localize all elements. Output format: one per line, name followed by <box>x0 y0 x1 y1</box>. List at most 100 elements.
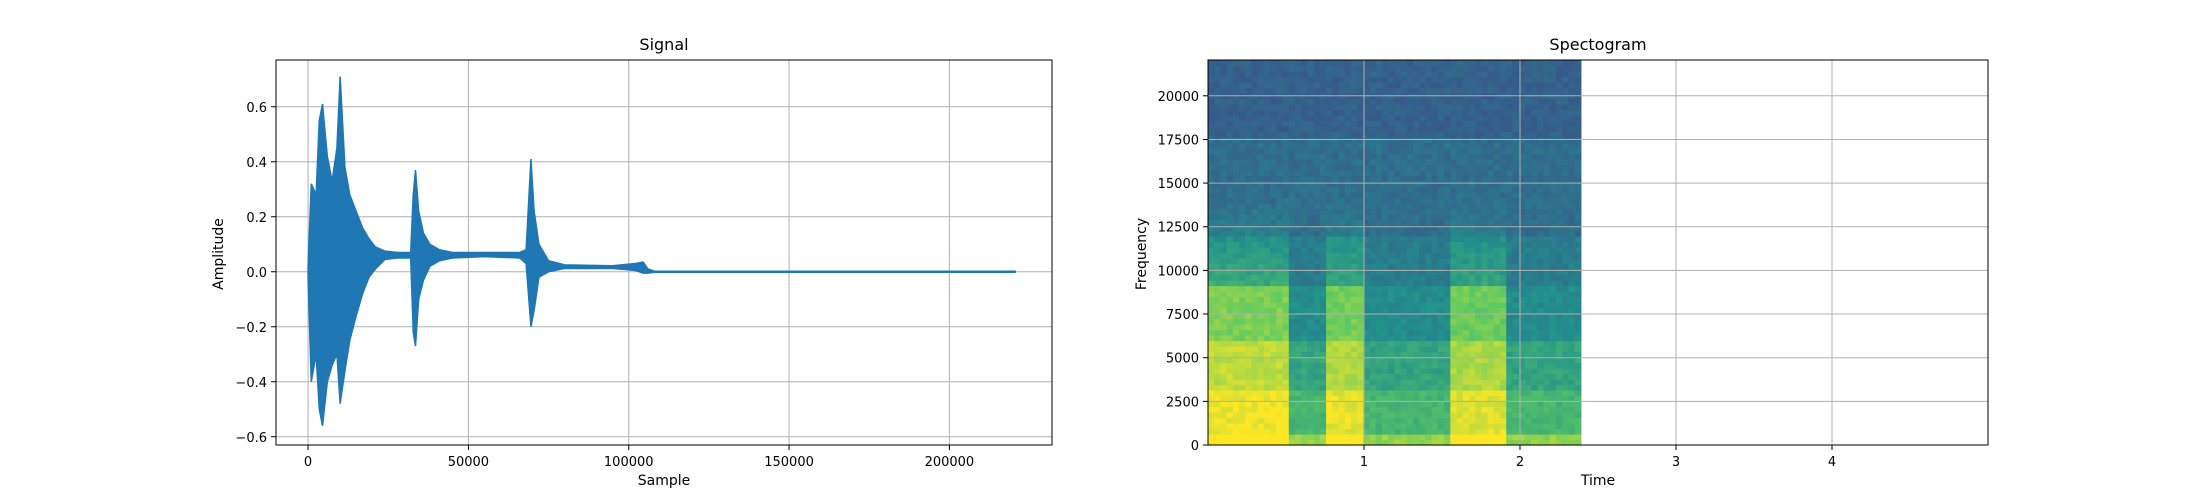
spectrogram-cell <box>1257 153 1265 160</box>
spectrogram-cell <box>1537 390 1545 397</box>
spectrogram-cell <box>1555 439 1563 446</box>
spectrogram-cell <box>1574 291 1582 298</box>
spectrogram-cell <box>1406 252 1414 259</box>
spectrogram-cell <box>1413 65 1420 72</box>
spectrogram-cell <box>1288 131 1296 138</box>
spectrogram-cell <box>1307 76 1315 83</box>
spectrogram-cell <box>1301 318 1309 325</box>
spectrogram-cell <box>1375 357 1383 364</box>
spectrogram-cell <box>1431 170 1439 177</box>
spectrogram-cell <box>1282 164 1290 171</box>
spectrogram-cell <box>1406 324 1414 331</box>
spectrogram-cell <box>1543 225 1551 232</box>
spectrogram-cell <box>1394 379 1402 386</box>
spectrogram-cell <box>1232 175 1240 182</box>
spectrogram-cell <box>1375 362 1383 369</box>
spectrogram-cell <box>1406 60 1414 67</box>
spectrogram-cell <box>1431 230 1439 237</box>
spectrogram-cell <box>1512 186 1520 193</box>
spectrogram-cell <box>1481 329 1489 336</box>
spectrogram-cell <box>1276 390 1284 397</box>
spectrogram-cell <box>1400 104 1408 111</box>
spectrogram-cell <box>1456 258 1464 265</box>
spectrogram-cell <box>1524 428 1532 435</box>
spectrogram-cell <box>1574 170 1582 177</box>
spectrogram-cell <box>1239 335 1246 342</box>
spectrogram-cell <box>1263 252 1271 259</box>
spectrogram-cell <box>1413 263 1420 270</box>
spectrogram-cell <box>1518 423 1526 430</box>
spectrogram-cell <box>1574 439 1582 446</box>
spectrogram-cell <box>1295 241 1302 248</box>
spectrogram-cell <box>1245 71 1253 78</box>
spectrogram-cell <box>1425 241 1433 248</box>
spectrogram-cell <box>1475 192 1483 199</box>
spectrogram-cell <box>1487 164 1495 171</box>
spectrogram-cell <box>1326 126 1333 133</box>
spectrogram-cell <box>1375 390 1383 397</box>
spectrogram-cell <box>1518 71 1526 78</box>
spectrogram-cell <box>1326 197 1333 204</box>
spectrogram-cell <box>1400 351 1408 358</box>
spectrogram-cell <box>1400 241 1408 248</box>
spectrogram-cell <box>1295 252 1302 259</box>
spectrogram-cell <box>1568 318 1576 325</box>
spectrogram-cell <box>1332 302 1340 309</box>
spectrogram-cell <box>1288 302 1296 309</box>
spectrogram-cell <box>1549 269 1557 276</box>
spectrogram-cell <box>1319 126 1327 133</box>
spectrogram-cell <box>1400 192 1408 199</box>
spectrogram-cell <box>1326 379 1333 386</box>
spectrogram-cell <box>1350 417 1358 424</box>
spectrogram-cell <box>1444 203 1451 210</box>
spectrogram-cell <box>1288 252 1296 259</box>
spectrogram-cell <box>1375 230 1383 237</box>
spectrogram-cell <box>1425 208 1433 215</box>
spectrogram-cell <box>1363 104 1371 111</box>
spectrogram-cell <box>1270 214 1277 221</box>
spectrogram-cell <box>1456 115 1464 122</box>
spectrogram-cell <box>1574 285 1582 292</box>
spectrogram-cell <box>1220 71 1228 78</box>
spectrogram-cell <box>1232 296 1240 303</box>
spectrogram-cell <box>1282 263 1290 270</box>
spectrogram-cell <box>1493 428 1501 435</box>
spectrogram-cell <box>1276 401 1284 408</box>
spectrogram-cell <box>1288 181 1296 188</box>
spectrogram-cell <box>1301 384 1309 391</box>
spectrogram-cell <box>1431 285 1439 292</box>
spectrogram-cell <box>1363 82 1371 89</box>
spectrogram-cell <box>1276 302 1284 309</box>
spectrogram-cell <box>1568 219 1576 226</box>
spectrogram-cell <box>1282 219 1290 226</box>
spectrogram-cell <box>1506 351 1514 358</box>
spectrogram-cell <box>1425 192 1433 199</box>
spectrogram-cell <box>1332 280 1340 287</box>
spectrogram-cell <box>1468 60 1476 67</box>
spectrogram-cell <box>1282 373 1290 380</box>
spectrogram-cell <box>1288 208 1296 215</box>
spectrogram-cell <box>1319 307 1327 314</box>
spectrogram-cell <box>1245 153 1253 160</box>
spectrogram-cell <box>1295 307 1302 314</box>
spectrogram-cell <box>1493 214 1501 221</box>
spectrogram-cell <box>1394 439 1402 446</box>
spectrogram-cell <box>1307 412 1315 419</box>
spectrogram-cell <box>1313 434 1321 441</box>
spectrogram-cell <box>1562 241 1570 248</box>
spectrogram-cell <box>1425 109 1433 116</box>
spectrogram-cell <box>1301 258 1309 265</box>
spectrogram-cell <box>1437 82 1445 89</box>
spectrogram-cell <box>1425 214 1433 221</box>
spectrogram-cell <box>1475 335 1483 342</box>
spectrogram-cell <box>1332 87 1340 94</box>
spectrogram-cell <box>1232 258 1240 265</box>
spectrogram-cell <box>1425 285 1433 292</box>
spectrogram-cell <box>1301 285 1309 292</box>
spectrogram-cell <box>1214 153 1222 160</box>
spectrogram-cell <box>1537 219 1545 226</box>
spectrogram-cell <box>1301 115 1309 122</box>
spectrogram-cell <box>1214 269 1222 276</box>
spectrogram-cell <box>1332 395 1340 402</box>
spectrogram-cell <box>1350 346 1358 353</box>
